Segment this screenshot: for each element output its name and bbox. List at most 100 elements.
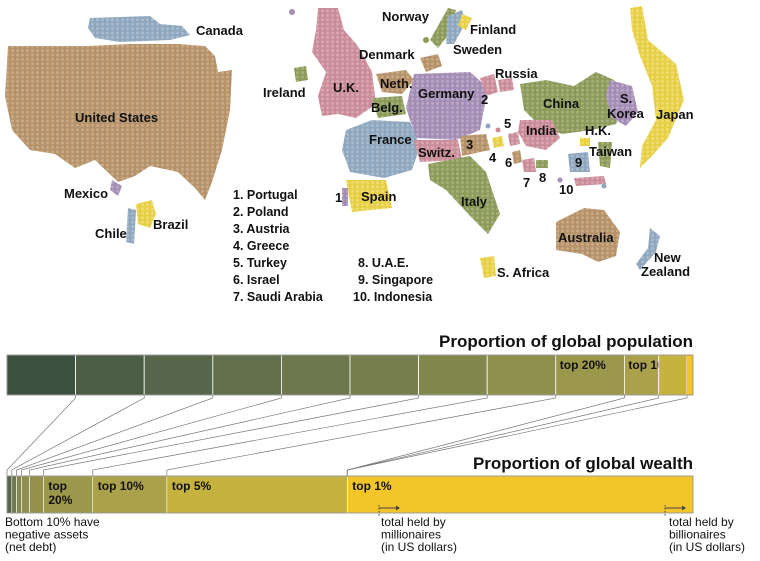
connector-line [29,395,351,476]
wealth-title: Proportion of global wealth [473,454,693,473]
dot-marker [423,37,429,43]
region-mexico [110,180,122,196]
label-india: India [526,123,557,138]
region-canada [88,16,190,42]
label-switzerland: Switz. [418,145,455,160]
label-uk: U.K. [333,80,359,95]
label-south-africa: S. Africa [497,265,550,280]
wealth-bar-outline [6,475,694,514]
legend-item: 5. Turkey [233,256,287,270]
legend-item: 6. Israel [233,273,280,287]
label-new-zealand: New Zealand [641,250,690,279]
region-turkey [508,132,520,146]
population-segment [687,355,693,395]
note-millionaires: total held by millionaires (in US dollars) [381,515,457,554]
connector-line [6,395,76,476]
label-mexico: Mexico [64,186,108,201]
billionaires-marker [664,505,686,516]
label-italy: Italy [461,194,488,209]
region-hong-kong [580,138,590,146]
region-israel [512,150,522,164]
region-france [342,120,420,178]
region-switzerland [414,140,462,162]
population-segment [143,354,214,396]
population-segment [280,354,351,396]
region-chile [126,208,136,244]
label-china: China [543,96,580,111]
wealth-segment [166,475,348,514]
label-denmark: Denmark [359,47,415,62]
region-spain [346,180,392,212]
population-segment [6,354,76,396]
wealth-segment [11,475,17,514]
label-spain: Spain [361,189,396,204]
label-france: France [369,132,412,147]
wealth-segment [43,475,94,514]
region-greece [492,136,504,148]
map-labels: Canada United States Mexico Brazil Chile… [64,9,694,280]
region-netherlands [376,70,414,94]
population-title: Proportion of global population [439,332,693,351]
wealth-segment [92,475,168,514]
dot-marker [601,183,607,189]
population-segment [418,354,488,396]
wealth-segment [6,475,13,514]
label-brazil: Brazil [153,217,188,232]
map-number-9: 9 [575,155,582,170]
map-number-1: 1 [335,190,342,205]
dot-marker [495,127,501,133]
population-bar: top 20% top 10% [6,354,694,396]
dot-marker [289,9,295,15]
label-norway: Norway [382,9,430,24]
label-sweden: Sweden [453,42,502,57]
arrowhead-icon [396,505,400,511]
cartogram-map [5,6,684,278]
wealth-segment-label: top 5% [172,479,212,493]
legend-item: 10. Indonesia [353,290,433,304]
region-ireland [294,66,308,82]
wealth-segment [21,475,30,514]
label-germany: Germany [418,86,475,101]
map-number-6: 6 [505,155,512,170]
map-number-7: 7 [523,175,530,190]
region-indonesia [574,176,606,186]
note-bottom-10: Bottom 10% have negative assets (net debt) [5,515,100,554]
region-japan [630,6,684,168]
legend-item: 7. Saudi Arabia [233,290,324,304]
label-south-korea: S. Korea [607,91,645,121]
region-uae [536,160,548,168]
map-number-3: 3 [466,137,473,152]
region-germany [406,72,488,140]
legend-item: 3. Austria [233,222,291,236]
population-segment [658,354,688,396]
label-hong-kong: H.K. [585,123,611,138]
label-ireland: Ireland [263,85,306,100]
legend-item: 9. Singapore [358,273,433,287]
region-belgium [372,96,406,118]
label-chile: Chile [95,226,127,241]
region-brazil [136,200,156,228]
region-south-korea [606,80,638,126]
label-canada: Canada [196,23,244,38]
region-denmark [420,54,442,72]
population-segment [349,354,419,396]
wealth-segment [16,475,22,514]
population-segment [486,354,557,396]
note-billionaires: total held by billionaires (in US dollars) [669,515,745,554]
wealth-segment-label: top 20% [48,479,72,507]
dot-marker [557,177,563,183]
connector-line [16,395,214,476]
region-russia [498,78,514,92]
legend-item: 8. U.A.E. [358,256,409,270]
label-japan: Japan [656,107,694,122]
dot-marker [485,123,491,129]
arrowhead-icon [682,505,686,511]
region-portugal [342,188,348,206]
region-poland [480,74,498,96]
map-number-8: 8 [539,170,546,185]
region-south-africa [480,256,496,278]
wealth-bar: top 20% top 10% top 5% top 1% [6,475,694,514]
region-uk [312,8,376,118]
region-united-states [5,44,232,200]
region-new-zealand [636,228,660,270]
